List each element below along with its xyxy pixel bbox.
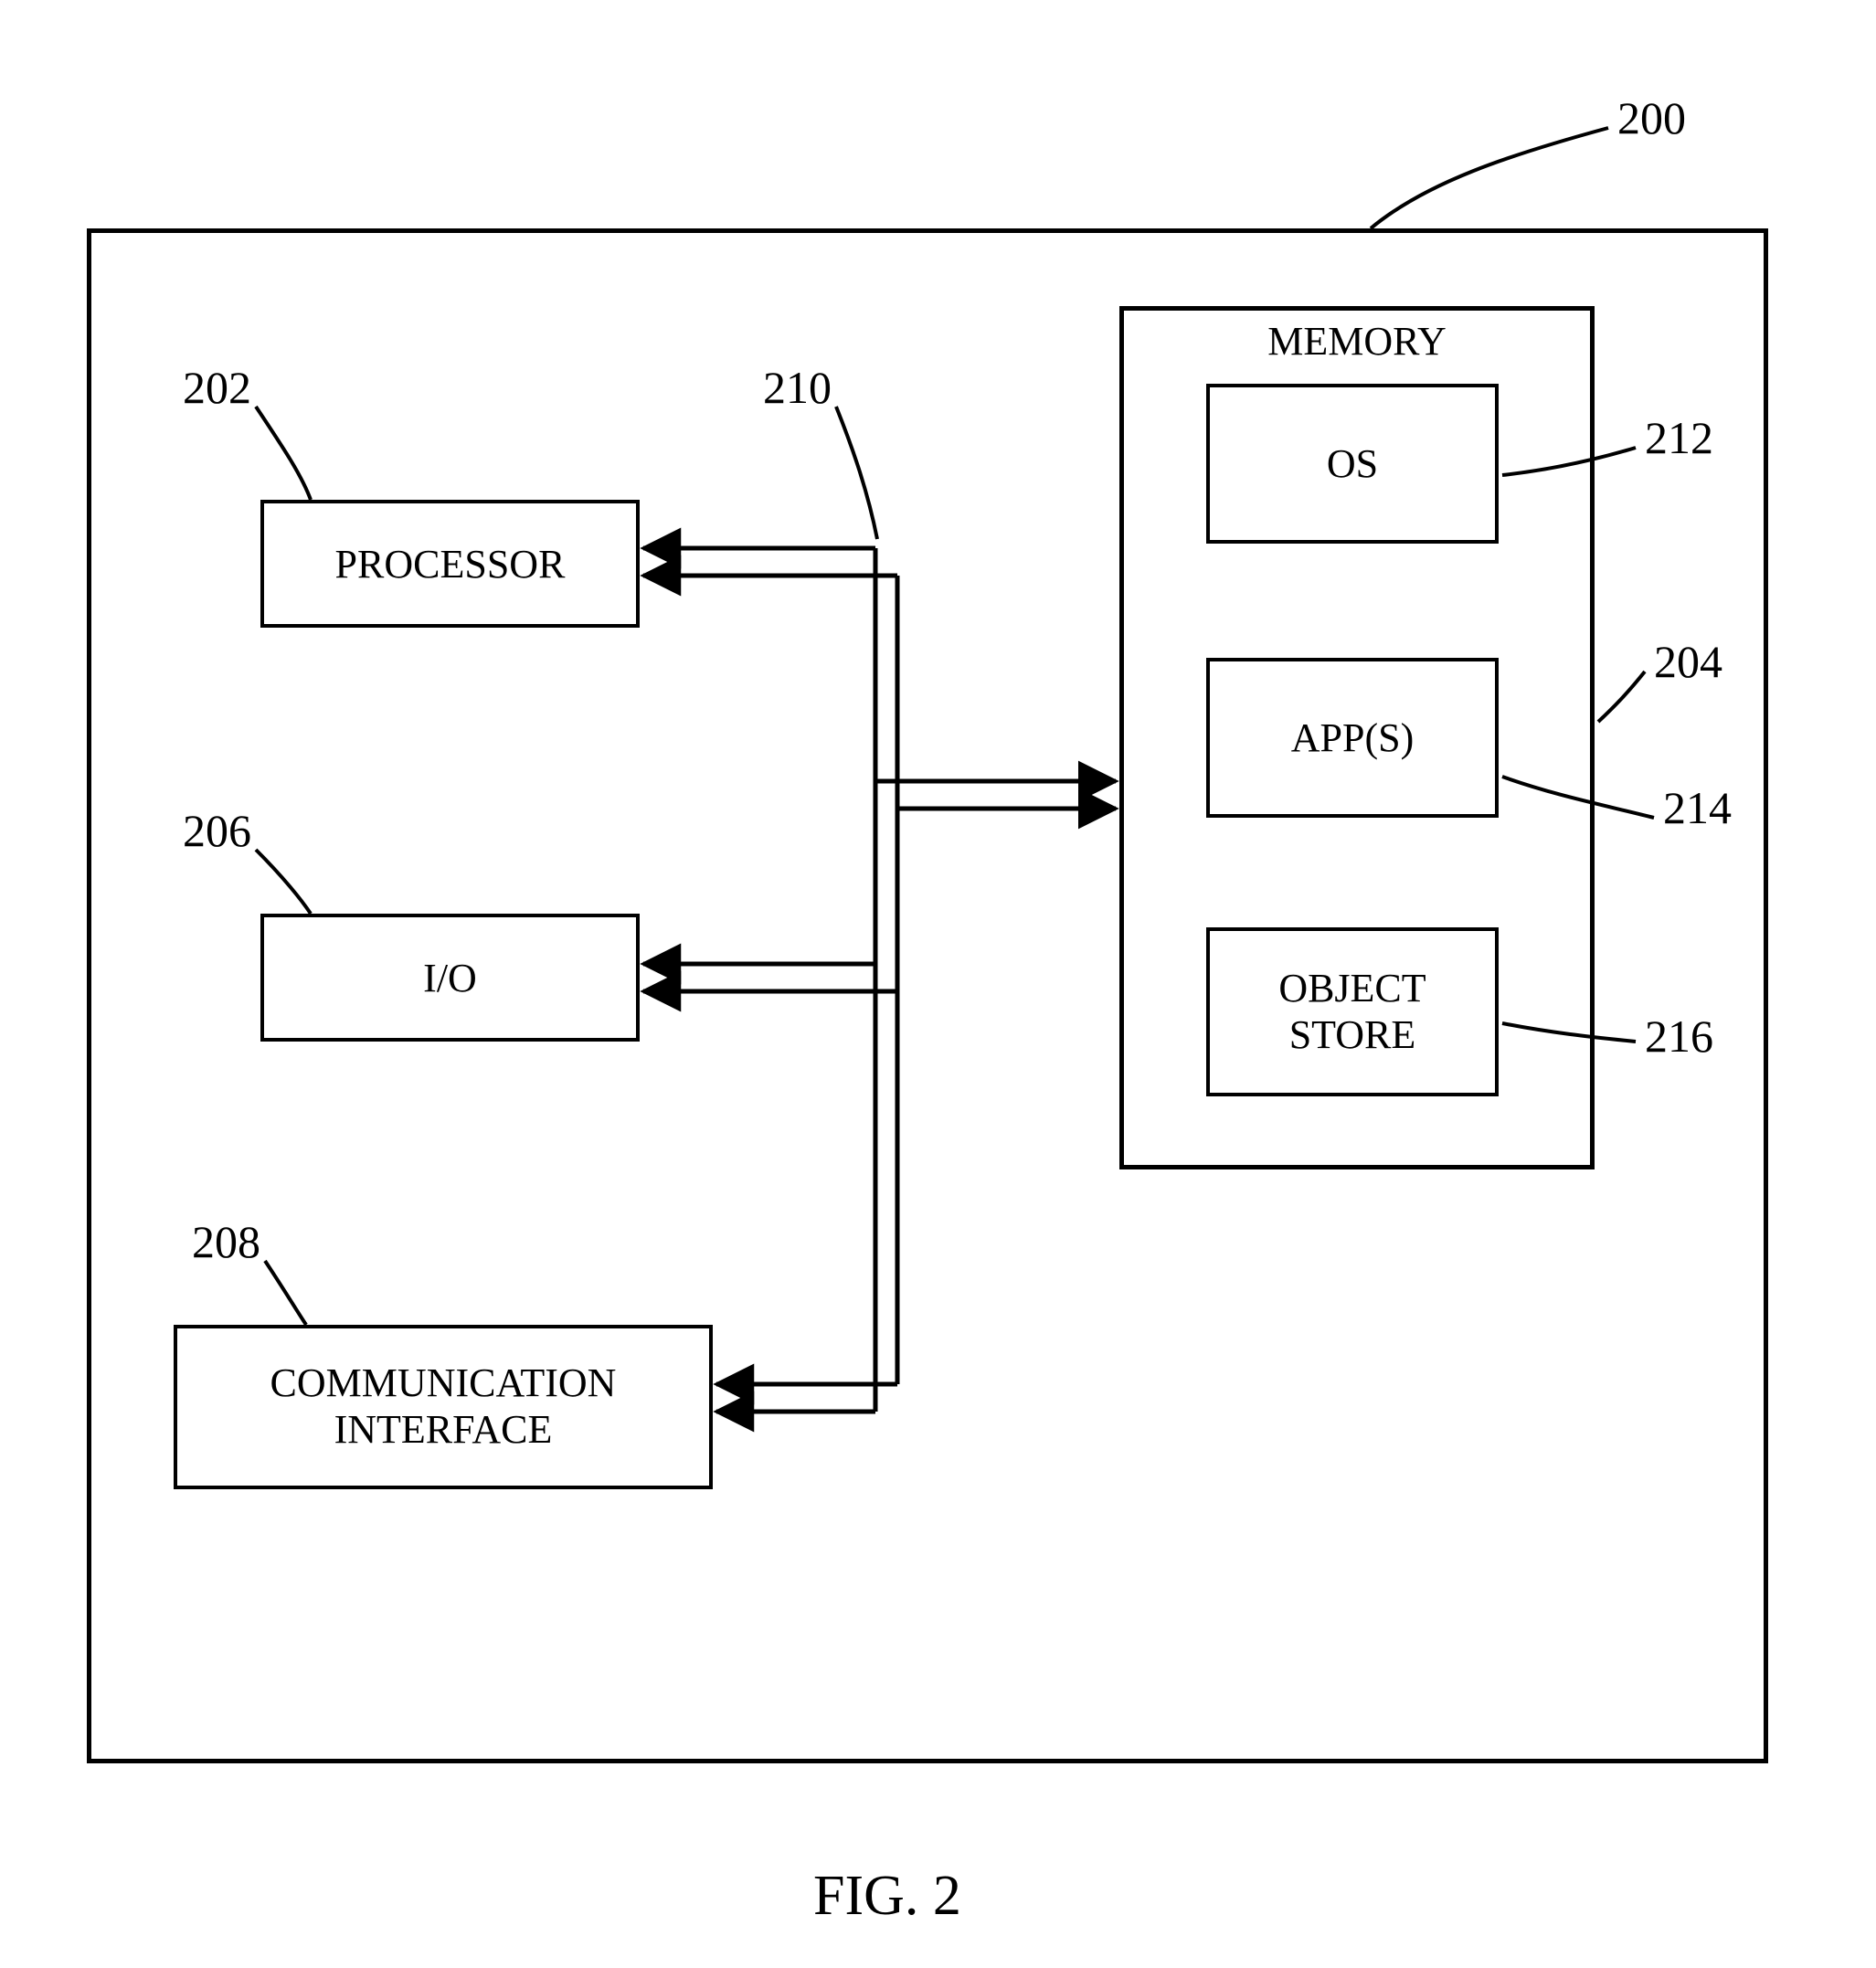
ref-216: 216	[1645, 1010, 1713, 1063]
ref-214: 214	[1663, 781, 1732, 834]
comm-interface-label: COMMUNICATION INTERFACE	[270, 1360, 617, 1453]
ref-202: 202	[183, 361, 251, 414]
diagram-canvas: MEMORY OS APP(S) OBJECT STORE PROCESSOR …	[0, 0, 1876, 1968]
io-label: I/O	[423, 955, 477, 1001]
comm-interface-box: COMMUNICATION INTERFACE	[174, 1325, 713, 1489]
apps-box: APP(S)	[1206, 658, 1499, 818]
ref-210: 210	[763, 361, 832, 414]
processor-box: PROCESSOR	[260, 500, 640, 628]
ref-206: 206	[183, 804, 251, 857]
os-box: OS	[1206, 384, 1499, 544]
os-label: OS	[1327, 440, 1378, 487]
object-store-box: OBJECT STORE	[1206, 927, 1499, 1096]
io-box: I/O	[260, 914, 640, 1042]
memory-label: MEMORY	[1267, 318, 1447, 365]
ref-208: 208	[192, 1215, 260, 1268]
object-store-label: OBJECT STORE	[1278, 966, 1426, 1058]
ref-212: 212	[1645, 411, 1713, 464]
processor-label: PROCESSOR	[335, 541, 566, 587]
figure-caption: FIG. 2	[813, 1864, 961, 1929]
apps-label: APP(S)	[1291, 714, 1415, 761]
ref-200: 200	[1617, 91, 1686, 144]
ref-204: 204	[1654, 635, 1722, 688]
